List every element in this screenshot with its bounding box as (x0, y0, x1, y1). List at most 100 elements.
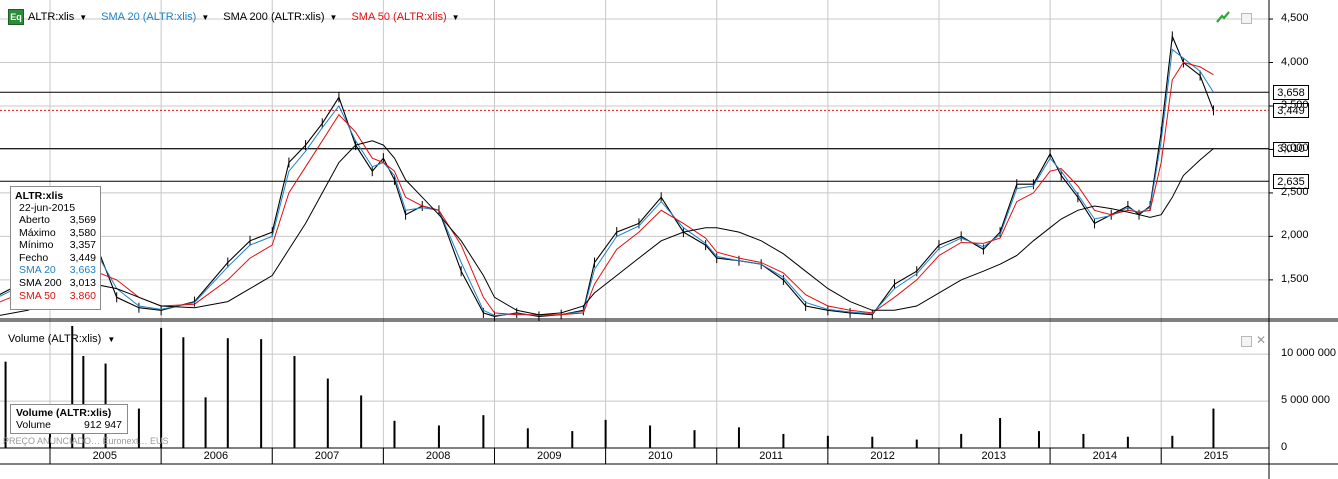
volume-bars (4, 326, 1215, 448)
chevron-down-icon[interactable]: ▼ (107, 334, 116, 344)
info-row-value: 3,569 (69, 214, 96, 226)
volume-bar (737, 427, 740, 448)
y-tick-label: 5 000 000 (1281, 394, 1330, 407)
chevron-down-icon[interactable]: ▼ (79, 12, 88, 22)
volume-bar (260, 339, 263, 448)
series-line-sma20 (0, 48, 1214, 317)
volume-bar (437, 425, 440, 448)
y-tick-label: 3,500 (1281, 98, 1309, 111)
volume-bar (649, 425, 652, 448)
y-tick-label: 3,000 (1281, 142, 1309, 155)
volume-bar (1082, 433, 1085, 448)
x-tick-label: 2011 (759, 450, 783, 462)
ohlc-info-box: ALTR:xlis 22-jun-2015 Aberto 3,569 Máximo 3… (10, 186, 101, 310)
chevron-down-icon[interactable]: ▼ (201, 12, 210, 22)
volume-bar (693, 430, 696, 448)
volume-bar (71, 326, 74, 448)
info-row-label: Aberto (19, 214, 50, 226)
volume-bar (1037, 431, 1040, 448)
maximize-icon[interactable] (1241, 13, 1252, 24)
y-tick-label: 0 (1281, 441, 1288, 453)
series-line-sma50 (0, 61, 1214, 316)
volume-bar (393, 420, 396, 448)
maximize-icon[interactable] (1241, 336, 1252, 347)
info-row-value: 3,860 (69, 289, 96, 302)
volume-bar (571, 431, 574, 448)
volume-bar (182, 337, 185, 448)
y-tick-label: 4,000 (1281, 55, 1309, 68)
legend-label: ALTR:xlis (28, 11, 75, 23)
series-line-sma200 (0, 140, 1214, 316)
volume-bar (293, 356, 296, 448)
volume-bar (1212, 408, 1215, 448)
info-row-value: 3,449 (69, 251, 96, 264)
info-row-label: SMA 50 (19, 289, 56, 302)
x-tick-label: 2007 (314, 450, 340, 462)
volume-bar (960, 433, 963, 448)
legend-item-price[interactable]: ALTR:xlis ▼ (28, 11, 87, 23)
volume-bar (482, 415, 485, 448)
legend-item-sma20[interactable]: SMA 20 (ALTR:xlis) ▼ (101, 11, 209, 23)
x-tick-label: 2012 (870, 450, 895, 462)
volume-legend-label: Volume (ALTR:xlis) (8, 333, 102, 345)
chart-legend: Eq ALTR:xlis ▼ SMA 20 (ALTR:xlis) ▼ SMA … (8, 8, 470, 26)
volume-legend[interactable]: Volume (ALTR:xlis) ▼ (8, 333, 115, 345)
volume-bar (204, 397, 207, 448)
legend-label: SMA 200 (ALTR:xlis) (223, 11, 325, 23)
y-tick-label: 2,500 (1281, 185, 1309, 198)
volume-bar (82, 356, 85, 448)
chevron-down-icon[interactable]: ▼ (451, 12, 460, 22)
x-tick-label: 2005 (92, 450, 118, 462)
info-row-label: SMA 200 (19, 276, 62, 289)
y-tick-label: 4,500 (1281, 12, 1309, 25)
watermark: PREÇO ANUNCIADO… Euronext… EUS (3, 436, 169, 446)
y-tick-label: 2,000 (1281, 229, 1309, 242)
info-row: SMA 200 3,013 (15, 277, 96, 290)
info-row: Mínimo 3,357 (15, 239, 96, 252)
chevron-down-icon[interactable]: ▼ (329, 12, 338, 22)
y-tick-label: 1,500 (1281, 272, 1309, 285)
volume-bar (604, 419, 607, 448)
info-row: SMA 20 3,663 (15, 264, 96, 277)
close-icon[interactable]: ✕ (1256, 333, 1267, 347)
info-row-value: 3,580 (69, 226, 96, 239)
x-tick-label: 2009 (537, 450, 562, 462)
volume-bar (226, 338, 229, 448)
volume-info-box: Volume (ALTR:xlis) Volume 912 947 (10, 404, 128, 434)
trend-icon[interactable] (1216, 11, 1230, 23)
info-row-label: Mínimo (19, 239, 54, 252)
info-row-value: 3,013 (69, 276, 96, 289)
price-tag: 2,635 (1273, 174, 1309, 190)
x-tick-label: 2015 (1203, 450, 1229, 462)
info-row-label: SMA 20 (19, 264, 56, 277)
volume-bar (160, 327, 163, 448)
info-date: 22-jun-2015 (19, 202, 76, 214)
info-row-label: Máximo (19, 226, 56, 239)
price-level-lines (0, 91, 1269, 182)
volume-bar (4, 361, 7, 448)
x-tick-label: 2013 (981, 450, 1007, 462)
legend-item-sma50[interactable]: SMA 50 (ALTR:xlis) ▼ (351, 11, 459, 23)
info-title: ALTR:xlis (15, 190, 64, 202)
info-row-label: Fecho (19, 251, 49, 264)
volume-box-label: Volume (16, 419, 52, 431)
price-tag: 3,010 (1273, 141, 1309, 157)
grid (0, 0, 1269, 464)
info-rows: Aberto 3,569 Máximo 3,580 Mínimo 3,357 Fecho 3,… (15, 214, 96, 302)
volume-bar (999, 417, 1002, 448)
info-row: SMA 50 3,860 (15, 290, 96, 303)
x-tick-label: 2006 (203, 450, 229, 462)
info-row-value: 3,357 (69, 239, 96, 252)
volume-bar (1126, 436, 1129, 448)
legend-item-sma200[interactable]: SMA 200 (ALTR:xlis) ▼ (223, 11, 337, 23)
legend-label: SMA 20 (ALTR:xlis) (101, 11, 197, 23)
price-series (0, 31, 1214, 322)
equity-icon[interactable]: Eq (8, 9, 24, 25)
info-row: Aberto 3,569 (15, 214, 96, 227)
info-row: Máximo 3,580 (15, 227, 96, 240)
volume-box-title: Volume (ALTR:xlis) (16, 407, 112, 419)
price-tag: 3,449 (1273, 103, 1309, 119)
volume-bar (826, 435, 829, 448)
